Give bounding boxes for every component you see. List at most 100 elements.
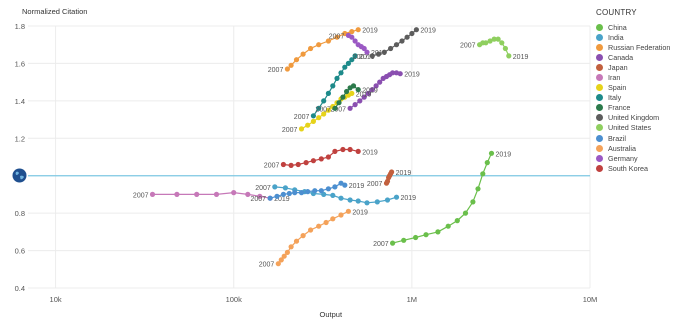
x-tick-label: 1M (407, 295, 417, 304)
series-line (277, 210, 349, 265)
legend-item[interactable]: Iran (596, 72, 674, 82)
data-point (462, 210, 469, 216)
data-point (388, 45, 394, 52)
data-point (284, 66, 290, 72)
data-point (364, 49, 370, 55)
legend-label: Australia (608, 143, 636, 153)
legend-label: Spain (608, 83, 627, 93)
data-point (484, 160, 490, 166)
start-year-label: 2007 (460, 43, 476, 50)
data-point (332, 148, 338, 154)
data-point (325, 186, 331, 192)
data-point (312, 188, 318, 194)
data-point (347, 105, 353, 111)
data-point (300, 51, 306, 57)
legend-item[interactable]: Brazil (596, 133, 674, 143)
data-point (298, 190, 305, 196)
data-point (338, 195, 344, 201)
data-point (373, 83, 379, 89)
start-year-label: 2007 (315, 106, 331, 113)
legend-swatch (596, 144, 603, 152)
data-point (401, 237, 407, 243)
legend-item[interactable]: Italy (596, 93, 674, 103)
end-year-label: 2019 (359, 54, 375, 61)
data-point (399, 38, 405, 44)
series-united-states: 2007 2019 (460, 36, 528, 61)
legend-label: India (608, 32, 624, 42)
data-point (308, 45, 314, 52)
data-point (305, 122, 311, 128)
data-point (381, 49, 387, 55)
data-point (310, 113, 316, 119)
data-point (502, 45, 508, 52)
data-point (194, 191, 200, 197)
legend-item[interactable]: South Korea (596, 163, 674, 173)
series-japan: 2007 2019 (367, 169, 411, 188)
start-year-label: 2007 (294, 114, 310, 121)
data-point (344, 88, 350, 95)
data-point (390, 70, 396, 76)
series-russian-federation: 2007 2019 (268, 27, 378, 74)
data-point (338, 212, 344, 218)
data-point (288, 244, 294, 250)
y-tick-label: 1.8 (15, 22, 25, 31)
data-point (352, 53, 358, 59)
start-year-label: 2007 (373, 241, 389, 248)
data-point (342, 182, 348, 188)
legend-label: United States (608, 123, 652, 133)
data-point (470, 199, 476, 205)
data-point (295, 161, 301, 168)
data-point (275, 261, 281, 267)
legend-swatch (596, 94, 603, 102)
data-point (377, 79, 383, 85)
data-point (423, 232, 429, 238)
data-point (347, 197, 353, 203)
data-point (397, 71, 403, 77)
legend-item[interactable]: United States (596, 123, 674, 133)
data-point (318, 156, 324, 162)
data-point (284, 249, 290, 255)
globe-icon[interactable] (12, 168, 27, 183)
data-point (499, 40, 505, 46)
data-point (349, 57, 355, 63)
data-point (267, 195, 273, 201)
data-point (345, 60, 351, 66)
data-point (300, 233, 306, 239)
data-point (355, 87, 361, 93)
data-point (288, 62, 294, 68)
start-year-label: 2007 (264, 162, 280, 169)
data-point (321, 111, 327, 117)
legend-item[interactable]: Australia (596, 143, 674, 153)
start-year-label: 2007 (282, 127, 298, 134)
legend-swatch (596, 164, 603, 172)
data-point (409, 30, 415, 37)
data-point (355, 198, 361, 204)
data-point (293, 238, 300, 244)
legend-item[interactable]: Russian Federation (596, 42, 674, 52)
series-iran: 2007 2019 (133, 190, 290, 203)
legend-swatch (596, 84, 603, 92)
legend-item[interactable]: India (596, 32, 674, 42)
legend-items: China India Russian Federation Canada Japan I… (596, 22, 674, 173)
legend-label: Russian Federation (608, 42, 671, 52)
data-point (357, 98, 363, 104)
data-point (340, 146, 346, 153)
legend-item[interactable]: Germany (596, 153, 674, 163)
start-year-label: 2007 (259, 262, 275, 269)
legend-item[interactable]: China (596, 22, 674, 32)
legend-item[interactable]: United Kingdom (596, 113, 674, 123)
legend-item[interactable]: Spain (596, 83, 674, 93)
legend-swatch (596, 23, 603, 31)
legend-item[interactable]: Canada (596, 52, 674, 62)
end-year-label: 2019 (352, 209, 368, 216)
data-point (278, 257, 284, 263)
legend-swatch (596, 74, 603, 82)
data-point (321, 191, 327, 197)
legend-item[interactable]: Japan (596, 62, 674, 72)
legend-label: Italy (608, 93, 622, 103)
start-year-label: 2007 (268, 67, 284, 74)
legend-swatch (596, 63, 603, 71)
legend-item[interactable]: France (596, 103, 674, 113)
end-year-label: 2019 (496, 151, 512, 158)
